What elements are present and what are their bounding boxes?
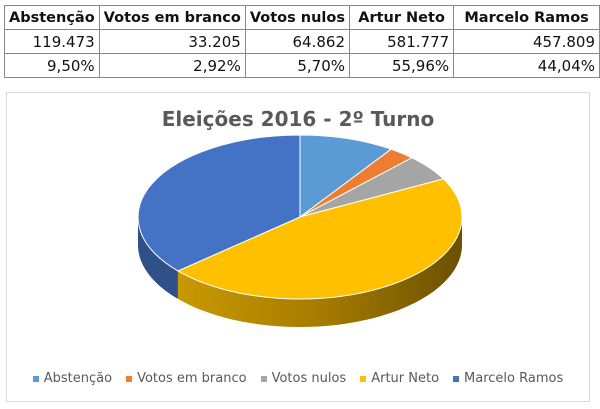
chart-legend: Abstenção Votos em branco Votos nulos Ar…: [7, 371, 589, 386]
pie-slice-absten-o: [299, 134, 393, 218]
votes-cell: 33.205: [98, 29, 246, 54]
legend-item-abstencao: Abstenção: [32, 371, 113, 386]
header-row: Abstenção Votos em branco Votos nulos Ar…: [4, 5, 600, 30]
pie-slice-artur-neto: [176, 178, 463, 300]
votes-row: 119.473 33.205 64.862 581.777 457.809: [4, 29, 600, 54]
header-cell: Votos nulos: [244, 5, 351, 30]
results-table: Abstenção Votos em branco Votos nulos Ar…: [4, 5, 600, 78]
percent-cell: 9,50%: [4, 53, 100, 78]
votes-cell: 581.777: [348, 29, 455, 54]
legend-item-votos-nulos: Votos nulos: [260, 371, 347, 386]
pie-side-wall: [177, 217, 462, 327]
legend-swatch-icon: [260, 375, 267, 382]
header-cell: Artur Neto: [348, 5, 455, 30]
pie-slices: [137, 134, 463, 327]
legend-swatch-icon: [360, 375, 367, 382]
header-cell: Abstenção: [4, 5, 100, 30]
legend-label: Abstenção: [43, 371, 113, 386]
legend-item-marcelo-ramos: Marcelo Ramos: [453, 371, 563, 386]
votes-cell: 457.809: [453, 29, 600, 54]
header-cell: Marcelo Ramos: [453, 5, 600, 30]
legend-swatch-icon: [126, 375, 133, 382]
percent-cell: 44,04%: [453, 53, 600, 78]
percent-cell: 5,70%: [244, 53, 351, 78]
legend-label: Votos nulos: [271, 371, 347, 386]
header-cell: Votos em branco: [98, 5, 246, 30]
percent-cell: 55,96%: [348, 53, 455, 78]
legend-label: Marcelo Ramos: [464, 371, 564, 386]
legend-swatch-icon: [453, 375, 460, 382]
chart-title: Eleições 2016 - 2º Turno: [161, 107, 435, 131]
legend-item-artur-neto: Artur Neto: [360, 371, 439, 386]
votes-cell: 64.862: [244, 29, 351, 54]
percent-row: 9,50% 2,92% 5,70% 55,96% 44,04%: [4, 53, 600, 78]
legend-label: Votos em branco: [137, 371, 247, 386]
pie-chart: [137, 134, 463, 327]
percent-cell: 2,92%: [98, 53, 246, 78]
votes-cell: 119.473: [4, 29, 100, 54]
legend-swatch-icon: [32, 375, 39, 382]
chart-area: Eleições 2016 - 2º Turno Abstenção Votos…: [6, 92, 590, 402]
pie-side-wall: [138, 217, 178, 299]
legend-item-votos-em-branco: Votos em branco: [126, 371, 247, 386]
legend-label: Artur Neto: [371, 371, 440, 386]
pie-slice-marcelo-ramos: [137, 134, 301, 272]
